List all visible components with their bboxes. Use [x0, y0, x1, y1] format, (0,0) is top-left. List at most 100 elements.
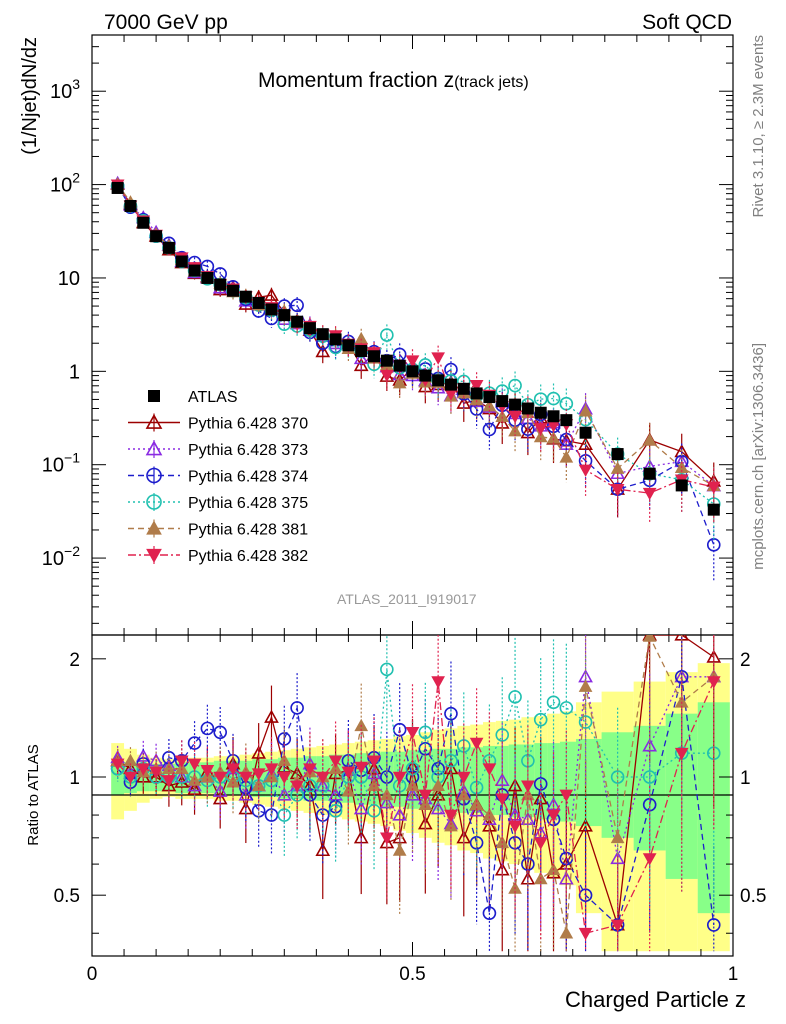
ratio-point: [354, 761, 369, 775]
x-tick-label: 0: [87, 964, 98, 985]
ratio-point: [444, 819, 458, 832]
atlas-data-point: [278, 309, 291, 322]
ratio-point: [456, 771, 471, 785]
ratio-point: [610, 919, 625, 932]
legend-label: Pythia 6.428 375: [188, 495, 308, 512]
y-tick-label: 10−2: [42, 543, 80, 570]
legend-marker: [145, 440, 163, 456]
mc-point: [610, 461, 625, 474]
ratio-point: [238, 771, 253, 785]
ratio-point: [213, 771, 228, 785]
legend-label: ATLAS: [188, 389, 238, 406]
atlas-data-point: [316, 328, 329, 341]
ratio-point: [430, 801, 446, 815]
atlas-data-point: [432, 374, 445, 387]
ratio-point: [123, 753, 138, 767]
ratio-point: [431, 676, 445, 689]
atlas-data-point: [579, 426, 592, 439]
ratio-series-line: [117, 669, 714, 817]
ratio-point: [431, 778, 445, 792]
legend-label: Pythia 6.428 382: [188, 548, 308, 565]
ratio-tick-label: 0.5: [54, 886, 80, 907]
x-tick-label: 0.5: [399, 964, 425, 985]
atlas-data-point: [483, 391, 496, 404]
ratio-point: [290, 780, 304, 793]
ratio-series-line: [117, 676, 714, 880]
ratio-point: [642, 738, 658, 752]
legend-label: Pythia 6.428 370: [188, 416, 308, 433]
axis-ticks: 0 0.5 1 10−2 10−1 1 10 102 103 0.5 0.5 1 1 2 2: [42, 34, 766, 985]
atlas-data-point: [329, 333, 342, 346]
rivet-version-label: Rivet 3.1.10, ≥ 2.3M events: [750, 35, 767, 218]
atlas-data-point: [227, 284, 240, 297]
legend: ATLAS Pythia 6.428 370 Pythia 6.428 373 Pyt…: [128, 389, 308, 565]
atlas-data-point: [291, 315, 304, 328]
ratio-point: [507, 778, 523, 792]
ratio-point: [533, 837, 548, 850]
ratio-tick-label-right: 0.5: [740, 886, 766, 907]
ratio-point: [328, 804, 343, 818]
atlas-data-point: [368, 350, 381, 363]
ratio-point: [380, 832, 394, 845]
atlas-data-point: [124, 199, 137, 212]
ratio-point: [559, 789, 574, 803]
mc-point: [706, 481, 721, 494]
ratio-point: [642, 770, 657, 784]
atlas-data-point: [509, 398, 522, 411]
atlas-data-point: [675, 479, 688, 492]
ratio-point: [290, 701, 304, 715]
ratio-tick-label: 2: [69, 650, 80, 671]
ratio-point: [405, 726, 420, 740]
ratio-point: [674, 747, 689, 761]
ratio-point: [546, 809, 561, 823]
ratio-point: [328, 755, 343, 768]
series-line: [117, 183, 715, 487]
ratio-point: [610, 830, 625, 844]
legend-entry: Pythia 6.428 382: [128, 546, 308, 565]
atlas-data-point: [303, 322, 316, 335]
ratio-point: [444, 809, 458, 823]
atlas-data-point: [444, 378, 457, 391]
atlas-data-point: [457, 382, 470, 395]
x-tick-label: 1: [728, 964, 739, 985]
ratio-point: [367, 804, 381, 818]
ratio-point: [482, 906, 497, 920]
main-series-layer: [110, 175, 722, 581]
mc-point: [405, 355, 420, 368]
mc-point: [546, 431, 561, 444]
atlas-data-point: [643, 467, 656, 480]
legend-marker: [146, 467, 162, 484]
atlas-data-point: [419, 369, 432, 382]
mc-point: [546, 391, 561, 406]
mc-point: [392, 376, 407, 389]
ratio-point: [418, 725, 433, 740]
ratio-point: [418, 789, 433, 803]
mcplots-label: mcplots.cern.ch [arXiv:1306.3436]: [750, 343, 767, 570]
ratio-point: [123, 771, 138, 785]
y-axis-label: (1/Njet)dN/dz: [19, 37, 41, 155]
ratio-point: [110, 758, 125, 771]
y-tick-label: 102: [50, 170, 80, 197]
ratio-point: [315, 771, 330, 785]
ratio-point: [174, 755, 189, 768]
ratio-point: [508, 820, 522, 834]
ratio-band-inner: [559, 741, 576, 822]
ratio-point: [187, 773, 202, 786]
series-main-pythia-6.428-370: [110, 176, 722, 518]
legend-marker: [146, 548, 162, 564]
ratio-point: [578, 888, 593, 902]
ratio-tick-label-right: 1: [740, 768, 751, 789]
ratio-point: [187, 781, 202, 795]
y-tick-label: 103: [50, 76, 80, 103]
legend-entry: Pythia 6.428 373: [128, 440, 308, 459]
atlas-data-point: [393, 359, 406, 372]
atlas-data-point: [175, 255, 188, 268]
ratio-point: [482, 808, 497, 821]
mc-point: [290, 298, 304, 313]
header-left: 7000 GeV pp: [104, 11, 228, 34]
ratio-point: [521, 780, 535, 793]
atlas-data-point: [380, 354, 393, 367]
plot-title: Momentum fraction z(track jets): [258, 69, 529, 92]
mc-point: [578, 464, 593, 477]
